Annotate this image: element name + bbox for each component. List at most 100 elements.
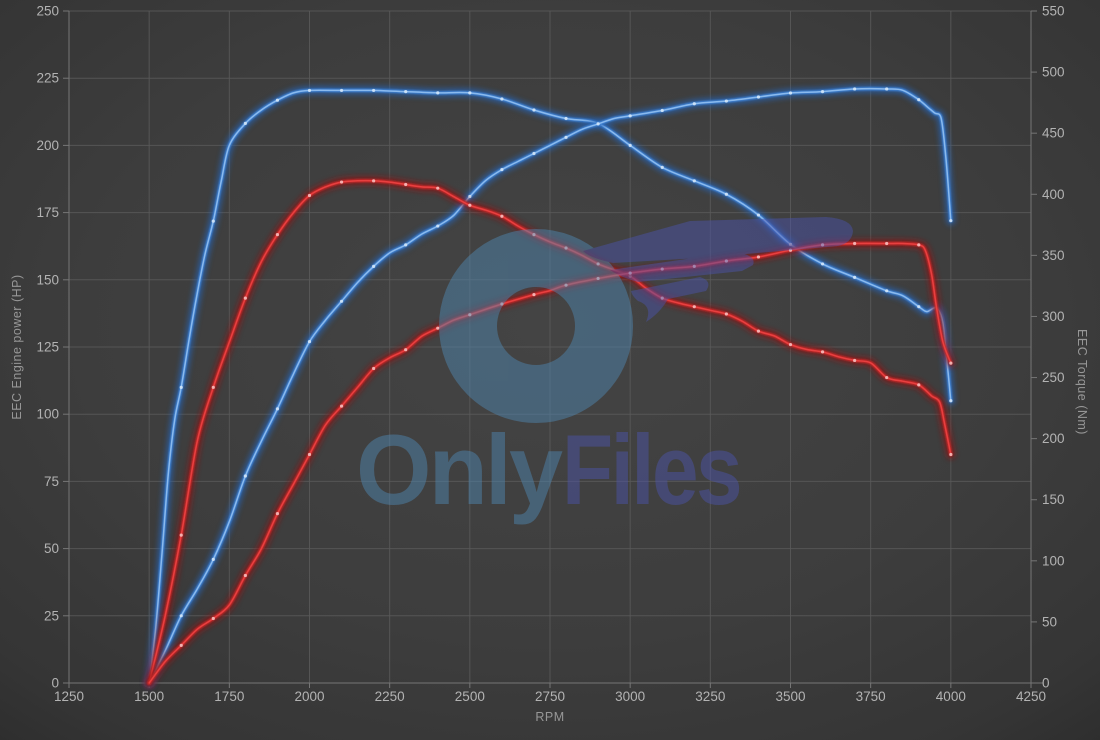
- curve-marker-torque-blue: [179, 385, 183, 389]
- curve-marker-power-red: [660, 267, 664, 271]
- x-tick-label: 3750: [856, 689, 886, 704]
- curve-marker-torque-blue: [628, 143, 632, 147]
- right-tick-label: 100: [1042, 553, 1065, 568]
- curve-marker-power-red: [564, 283, 568, 287]
- curve-marker-torque-blue: [949, 399, 953, 403]
- curve-marker-power-blue: [692, 102, 696, 106]
- curve-marker-power-red: [436, 326, 440, 330]
- curve-marker-torque-blue: [917, 305, 921, 309]
- x-axis-title: RPM: [535, 710, 564, 724]
- curve-marker-torque-red: [724, 312, 728, 316]
- left-tick-label: 100: [36, 407, 59, 422]
- curve-marker-torque-red: [468, 203, 472, 207]
- curve-marker-power-red: [853, 241, 857, 246]
- curve-marker-power-red: [756, 255, 761, 259]
- curve-core-power-blue: [148, 87, 952, 684]
- curve-marker-power-red: [404, 348, 408, 352]
- left-axis-title: EEC Engine power (HP): [10, 274, 24, 419]
- curve-marker-torque-red: [179, 533, 183, 537]
- curve-marker-torque-red: [500, 214, 504, 218]
- curve-power-blue: [144, 84, 956, 688]
- curve-marker-torque-blue: [211, 219, 215, 223]
- left-tick-label: 175: [36, 205, 59, 220]
- curve-marker-torque-blue: [564, 116, 568, 121]
- curve-marker-torque-red: [949, 452, 953, 457]
- curve-marker-power-blue: [372, 264, 376, 268]
- curve-marker-power-red: [339, 404, 344, 408]
- curve-marker-torque-red: [211, 385, 215, 389]
- curve-marker-torque-blue: [660, 165, 664, 169]
- curve-marker-power-blue: [885, 87, 889, 91]
- curve-marker-power-blue: [532, 151, 536, 156]
- curve-marker-torque-blue: [468, 91, 472, 95]
- curve-marker-power-blue: [756, 95, 761, 99]
- curve-marker-torque-red: [788, 342, 793, 347]
- x-tick-label: 3250: [695, 689, 725, 704]
- curve-marker-torque-red: [564, 246, 568, 250]
- curve-marker-torque-red: [404, 182, 408, 187]
- left-tick-label: 125: [36, 340, 59, 355]
- left-tick-label: 250: [36, 4, 59, 19]
- curve-marker-power-blue: [436, 224, 440, 228]
- curve-marker-torque-blue: [853, 275, 857, 279]
- right-tick-label: 450: [1042, 126, 1065, 141]
- curve-core-power-red: [148, 242, 952, 684]
- curve-marker-power-red: [820, 243, 825, 247]
- curve-marker-torque-blue: [404, 90, 408, 94]
- curve-marker-power-blue: [404, 243, 408, 247]
- curve-marker-torque-blue: [532, 108, 536, 112]
- curve-marker-power-red: [788, 248, 793, 252]
- curve-marker-power-red: [275, 512, 280, 516]
- curve-marker-power-red: [179, 643, 183, 647]
- right-tick-label: 250: [1042, 370, 1065, 385]
- curve-marker-torque-red: [692, 305, 696, 309]
- curve-marker-torque-red: [820, 350, 825, 354]
- curve-marker-power-red: [307, 452, 312, 457]
- left-tick-label: 0: [51, 676, 59, 691]
- x-tick-label: 1750: [214, 689, 244, 704]
- axis-tick-labels: 1250 1500 1750 2000 2250 2500 2750 3000 3250 3500…: [36, 4, 1064, 705]
- right-tick-label: 200: [1042, 431, 1065, 446]
- curve-marker-torque-blue: [692, 179, 696, 183]
- x-tick-label: 1250: [54, 689, 84, 704]
- right-tick-label: 300: [1042, 309, 1065, 324]
- x-tick-label: 3000: [615, 689, 645, 704]
- curve-marker-torque-blue: [820, 262, 825, 266]
- curve-marker-torque-blue: [756, 213, 761, 217]
- curve-core-torque-red: [148, 179, 952, 684]
- curve-torque-red: [144, 176, 956, 688]
- right-tick-label: 0: [1042, 676, 1050, 691]
- left-tick-label: 200: [36, 138, 59, 153]
- curve-marker-power-blue: [275, 407, 280, 411]
- curve-marker-torque-blue: [339, 88, 344, 93]
- curve-marker-torque-red: [372, 179, 376, 183]
- curve-power-red: [144, 238, 956, 688]
- curve-marker-power-red: [532, 292, 536, 297]
- curve-marker-torque-red: [885, 375, 889, 380]
- curve-marker-power-red: [243, 573, 247, 578]
- curve-marker-power-red: [885, 241, 889, 246]
- curve-marker-torque-red: [596, 262, 600, 266]
- curve-marker-power-red: [949, 361, 953, 365]
- curve-marker-power-red: [724, 259, 728, 263]
- x-tick-label: 2250: [375, 689, 405, 704]
- right-axis-title: EEC Torque (Nm): [1075, 329, 1089, 435]
- curve-marker-power-blue: [724, 99, 728, 103]
- curve-marker-power-blue: [211, 557, 215, 561]
- curve-marker-torque-blue: [307, 88, 312, 93]
- x-tick-label: 4250: [1016, 689, 1046, 704]
- right-tick-label: 150: [1042, 492, 1065, 507]
- right-tick-label: 350: [1042, 248, 1065, 263]
- curve-marker-power-blue: [853, 87, 857, 91]
- curve-marker-torque-blue: [724, 192, 728, 196]
- curve-marker-torque-red: [917, 383, 921, 387]
- curve-marker-power-red: [628, 271, 632, 275]
- curve-marker-torque-red: [756, 329, 761, 333]
- x-tick-label: 3500: [775, 689, 805, 704]
- curve-marker-torque-blue: [500, 97, 504, 101]
- curve-marker-power-red: [468, 313, 472, 317]
- curve-marker-torque-red: [436, 186, 440, 190]
- curve-marker-power-blue: [468, 194, 472, 199]
- curve-marker-torque-red: [853, 358, 857, 363]
- x-tick-label: 1500: [134, 689, 164, 704]
